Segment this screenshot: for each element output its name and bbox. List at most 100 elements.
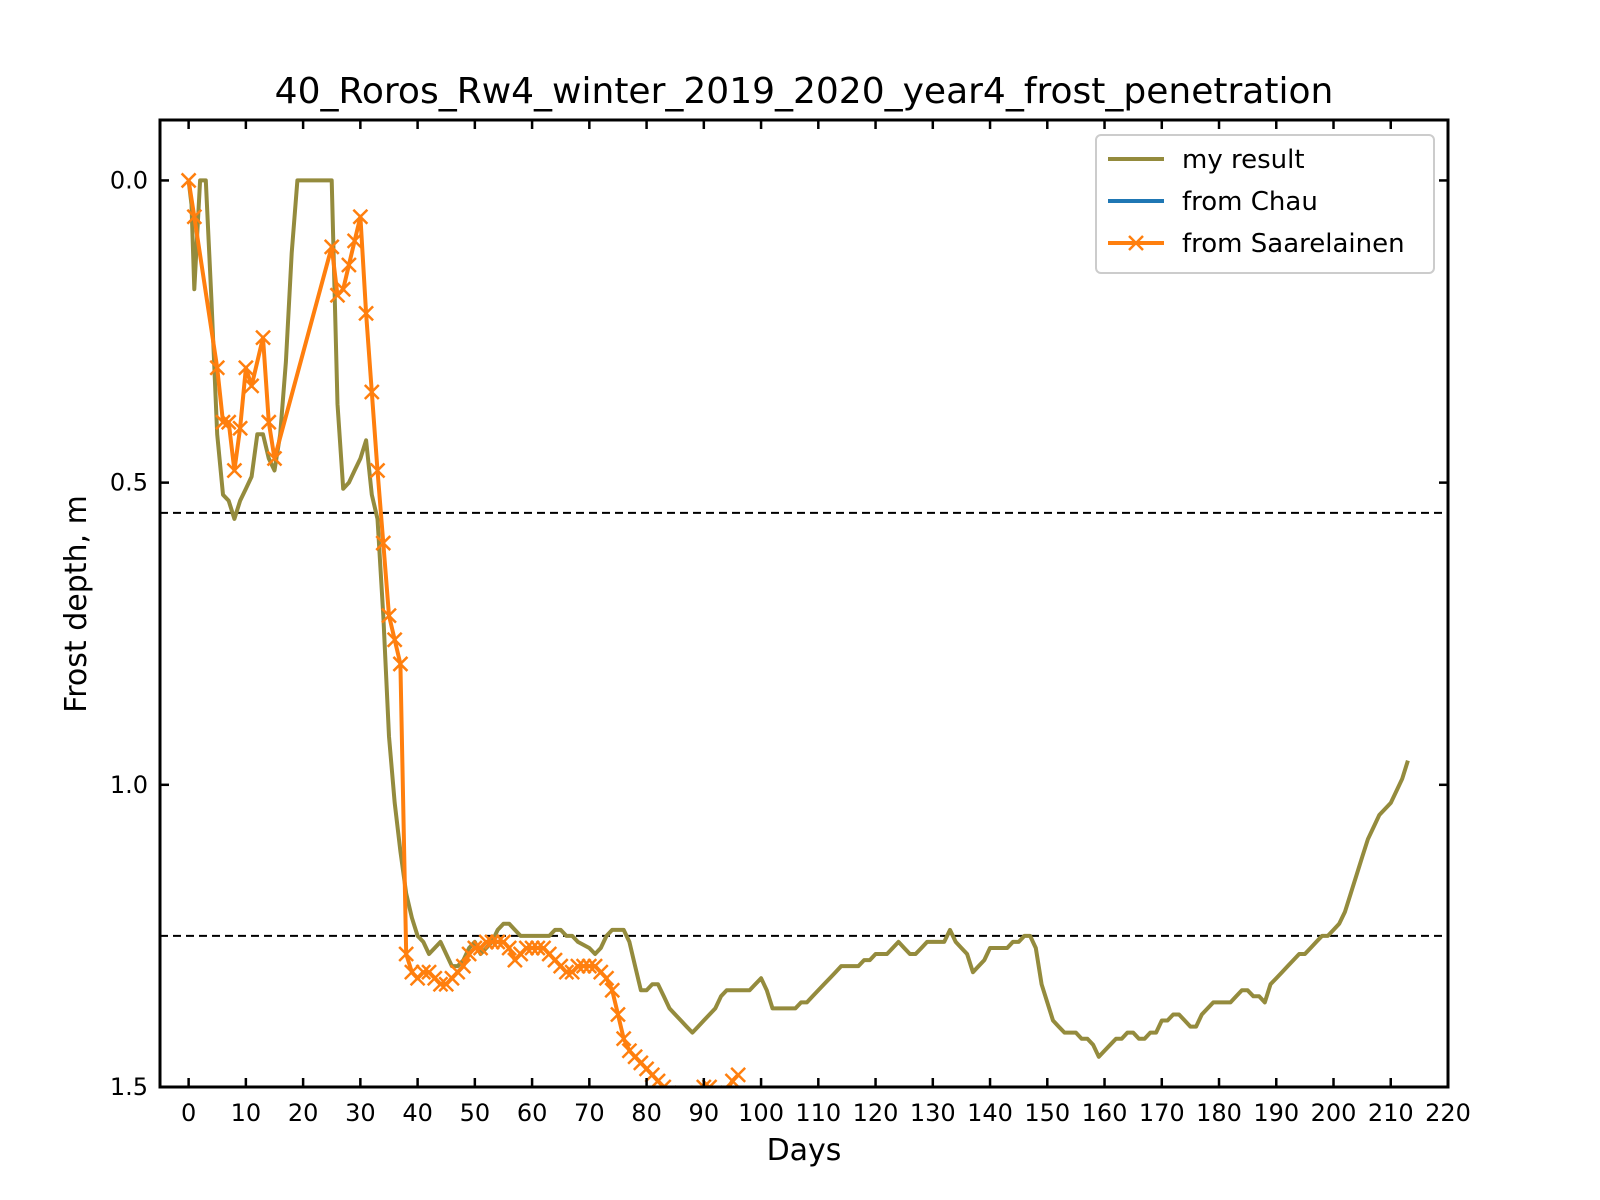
data-point-stroke xyxy=(707,1079,718,1087)
x-tick-label: 20 xyxy=(288,1099,319,1127)
data-point xyxy=(335,281,352,298)
data-point-stroke xyxy=(604,982,621,999)
x-tick-label: 160 xyxy=(1082,1099,1128,1127)
x-tick-label: 210 xyxy=(1368,1099,1414,1127)
data-point-stroke xyxy=(226,462,243,479)
data-point xyxy=(610,1006,626,1023)
y-tick-label: 1.5 xyxy=(110,1073,148,1101)
data-point xyxy=(655,1079,672,1087)
data-point-stroke xyxy=(243,378,260,394)
data-point xyxy=(232,420,249,437)
data-point-stroke xyxy=(478,934,495,950)
data-point-stroke xyxy=(489,934,506,950)
x-tick-label: 170 xyxy=(1139,1099,1185,1127)
data-point-stroke xyxy=(323,239,340,255)
data-point-stroke xyxy=(398,946,415,962)
data-point-stroke xyxy=(598,970,615,987)
series-line-0 xyxy=(186,178,1410,1059)
legend-label: my result xyxy=(1182,145,1305,175)
legend: my result from Chau from Saarelainen xyxy=(1095,134,1435,274)
data-point-stroke xyxy=(237,359,254,376)
data-point-stroke xyxy=(558,964,575,981)
data-point-stroke xyxy=(215,414,231,431)
data-point xyxy=(518,940,535,956)
data-point-stroke xyxy=(575,958,592,975)
data-point xyxy=(237,359,254,376)
x-tick-label: 140 xyxy=(967,1099,1013,1127)
data-point-stroke xyxy=(341,257,357,273)
data-point-stroke xyxy=(335,281,352,298)
data-point-stroke xyxy=(232,420,249,437)
data-point-stroke xyxy=(209,359,226,376)
data-point-stroke xyxy=(432,976,449,993)
y-axis-ticks: 0.0 0.5 1.0 1.5 xyxy=(110,166,1448,1101)
x-tick-label: 180 xyxy=(1196,1099,1242,1127)
data-point-stroke xyxy=(730,1067,747,1083)
data-point xyxy=(346,232,363,249)
data-point-stroke xyxy=(615,1030,632,1047)
data-point-stroke xyxy=(581,958,598,975)
chart-title: 40_Roros_Rw4_winter_2019_2020_year4_fros… xyxy=(275,71,1334,112)
plot-frame xyxy=(158,118,1450,1089)
data-point-stroke xyxy=(186,208,203,225)
data-point xyxy=(226,462,243,479)
data-point xyxy=(581,958,598,975)
data-point xyxy=(415,964,432,981)
x-tick-label: 130 xyxy=(910,1099,956,1127)
data-point xyxy=(358,305,374,322)
data-point-stroke xyxy=(260,414,277,431)
data-point xyxy=(524,940,540,956)
data-point-stroke xyxy=(180,172,197,189)
x-axis-ticks: 0 10 20 30 40 50 60 70 80 90 100 110 120 130 140 150 160… xyxy=(181,120,1471,1127)
data-point-stroke xyxy=(415,964,432,981)
data-point-stroke xyxy=(655,1079,666,1087)
x-tick-label: 60 xyxy=(517,1099,548,1127)
data-point-stroke xyxy=(220,414,237,431)
data-point-stroke xyxy=(392,656,409,672)
data-point xyxy=(186,208,203,225)
data-point xyxy=(341,257,357,273)
data-point xyxy=(369,462,386,479)
data-point xyxy=(455,958,472,975)
data-point xyxy=(209,359,226,376)
data-point xyxy=(215,414,231,431)
data-point xyxy=(501,940,518,956)
data-point xyxy=(381,607,397,624)
data-point-stroke xyxy=(484,934,500,950)
data-point xyxy=(352,208,369,225)
x-tick-label: 0 xyxy=(181,1099,196,1127)
data-point xyxy=(432,976,449,993)
data-point xyxy=(558,964,575,981)
x-tick-label: 10 xyxy=(231,1099,262,1127)
x-tick-label: 190 xyxy=(1253,1099,1299,1127)
data-point xyxy=(266,450,283,467)
legend-label: from Saarelainen xyxy=(1182,229,1405,259)
legend-frame xyxy=(1095,134,1435,274)
data-point-stroke xyxy=(702,1079,712,1087)
data-point xyxy=(489,934,506,950)
x-tick-label: 200 xyxy=(1311,1099,1357,1127)
x-tick-label: 30 xyxy=(345,1099,376,1127)
data-point xyxy=(260,414,277,431)
data-point xyxy=(466,940,483,956)
data-point-stroke xyxy=(375,535,392,551)
x-tick-label: 40 xyxy=(402,1099,433,1127)
data-point xyxy=(604,982,621,999)
data-point-stroke xyxy=(346,232,363,249)
data-point xyxy=(598,970,615,987)
data-point xyxy=(392,656,409,672)
x-tick-label: 120 xyxy=(853,1099,899,1127)
data-point-stroke xyxy=(524,940,540,956)
x-axis-label: Days xyxy=(767,1133,842,1168)
data-point-stroke xyxy=(529,940,546,956)
data-point xyxy=(398,946,415,962)
data-point xyxy=(363,384,380,400)
series-markers xyxy=(180,172,747,1087)
y-tick-label: 1.0 xyxy=(110,771,148,799)
data-point xyxy=(243,378,260,394)
data-point xyxy=(575,958,592,975)
data-point xyxy=(323,239,340,255)
x-tick-label: 150 xyxy=(1024,1099,1070,1127)
legend-marker xyxy=(1128,235,1144,251)
